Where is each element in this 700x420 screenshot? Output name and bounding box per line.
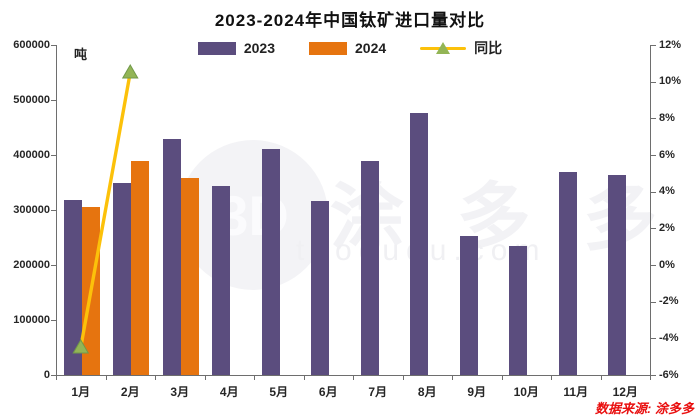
left-axis-tick (51, 155, 56, 156)
left-axis-tick-label: 300000 (13, 203, 50, 216)
right-axis-tick-label: -2% (659, 295, 679, 308)
right-axis-tick-label: 6% (659, 148, 675, 161)
bar-2024-1月 (81, 207, 100, 375)
left-axis-tick-label: 200000 (13, 258, 50, 271)
right-axis-tick-label: 0% (659, 258, 675, 271)
x-axis-label-7月: 7月 (368, 385, 388, 399)
right-axis-tick-label: -4% (659, 331, 679, 344)
bar-2023-1月 (63, 200, 82, 375)
legend-label-2023: 2023 (243, 40, 275, 56)
right-axis-tick (651, 118, 656, 120)
x-axis-label-9月: 9月 (467, 385, 487, 399)
right-axis-tick (651, 301, 656, 303)
x-axis-tick (155, 376, 156, 380)
x-axis-tick (452, 376, 453, 380)
right-axis-tick (651, 45, 656, 46)
x-axis-tick (650, 376, 651, 380)
x-axis-label-10月: 10月 (513, 385, 539, 399)
right-axis-tick (651, 228, 656, 230)
legend-swatch-2023 (197, 41, 236, 55)
watermark-cn-text: 涂 多 多 (330, 176, 674, 259)
legend-item-2024: 2024 (309, 40, 386, 56)
bar-2023-11月 (558, 171, 577, 375)
x-axis-tick (56, 376, 57, 380)
x-axis-label-8月: 8月 (417, 385, 437, 399)
left-axis-tick (51, 210, 56, 211)
right-axis-tick (651, 191, 656, 193)
bar-2023-5月 (261, 148, 280, 375)
bar-2023-6月 (311, 200, 330, 375)
bar-2024-3月 (180, 177, 199, 375)
bar-2023-10月 (509, 246, 528, 375)
x-axis-tick (353, 376, 354, 380)
right-axis-tick-label: 12% (659, 38, 682, 51)
triangle-marker-icon (436, 42, 451, 54)
x-axis-tick (600, 376, 602, 380)
left-axis-tick (51, 100, 56, 101)
x-axis-tick (501, 376, 503, 380)
yoy-triangle-marker (121, 63, 139, 79)
x-axis-tick (254, 376, 255, 380)
x-axis-tick (204, 376, 206, 380)
x-axis-label-3月: 3月 (170, 385, 190, 399)
left-axis-tick-label: 0 (43, 368, 50, 381)
data-source: 数据来源: 涂多多 (595, 401, 694, 416)
yoy-line-sample-icon (420, 41, 467, 55)
right-axis-tick (651, 375, 656, 376)
legend-item-2023: 2023 (197, 40, 275, 56)
bar-2023-7月 (360, 160, 379, 375)
x-axis-label-4月: 4月 (219, 385, 239, 399)
x-axis-label-1月: 1月 (71, 385, 91, 399)
left-axis-tick (51, 45, 56, 46)
x-axis-tick (551, 376, 552, 380)
chart-title: 2023-2024年中国钛矿进口量对比 (214, 11, 486, 30)
x-axis-tick (303, 376, 305, 380)
left-axis-unit: 吨 (74, 47, 88, 62)
legend-swatch-2024 (309, 41, 347, 55)
bar-2023-9月 (459, 236, 478, 375)
x-axis-tick (105, 376, 107, 380)
left-axis-tick-label: 600000 (13, 38, 50, 51)
right-axis-tick (651, 265, 656, 266)
x-axis-label-11月: 11月 (563, 385, 589, 399)
left-axis-tick (51, 265, 56, 266)
x-axis-line (56, 375, 651, 376)
left-axis-tick (51, 320, 56, 321)
bar-2023-8月 (410, 112, 429, 375)
x-axis-label-5月: 5月 (269, 385, 289, 399)
right-axis-tick (651, 338, 656, 340)
legend-item-yoy: 同比 (420, 38, 502, 58)
right-axis-tick (651, 81, 656, 83)
x-axis-label-2月: 2月 (120, 385, 140, 399)
legend: 2023 2024 同比 (0, 38, 700, 58)
x-axis-label-6月: 6月 (318, 385, 338, 399)
left-axis-tick-label: 500000 (13, 93, 50, 106)
left-axis-tick-label: 400000 (13, 148, 50, 161)
right-axis-tick-label: 10% (659, 75, 682, 88)
x-axis-label-12月: 12月 (612, 385, 638, 399)
left-axis-tick (51, 375, 56, 376)
bar-2023-3月 (162, 139, 181, 375)
right-axis-tick-label: 4% (659, 185, 675, 198)
left-axis-line (56, 45, 57, 376)
bar-2023-2月 (113, 182, 132, 375)
right-axis-tick-label: -6% (659, 368, 679, 381)
bar-2023-12月 (608, 175, 627, 375)
right-axis-line (650, 45, 651, 376)
legend-label-yoy: 同比 (474, 40, 503, 56)
right-axis-tick-label: 8% (659, 111, 675, 124)
left-axis-tick-label: 100000 (13, 313, 50, 326)
right-axis-tick (651, 155, 656, 156)
legend-label-2024: 2024 (355, 40, 387, 56)
bar-2023-4月 (212, 185, 231, 375)
right-axis-tick-label: 2% (659, 221, 675, 234)
bar-2024-2月 (131, 161, 150, 375)
x-axis-tick (402, 376, 404, 380)
